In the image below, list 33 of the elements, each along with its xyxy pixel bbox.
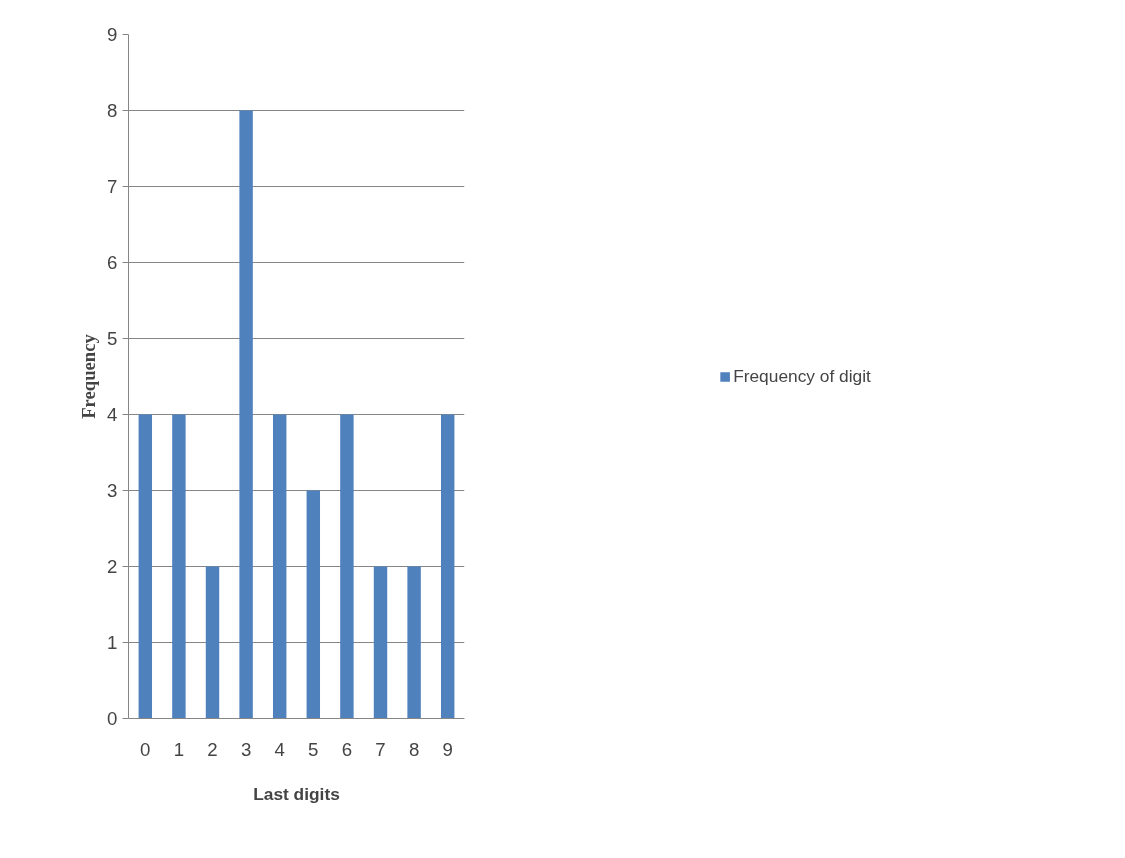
y-tick-label: 5: [107, 328, 118, 349]
x-tick-label: 6: [341, 738, 353, 760]
x-axis-title: Last digits: [253, 783, 340, 804]
x-tick-label: 5: [308, 738, 319, 760]
x-tick-label: 2: [207, 738, 218, 760]
x-tick-label: 8: [408, 738, 420, 760]
bar: [239, 110, 253, 719]
bar: [440, 414, 455, 719]
bar: [306, 490, 321, 719]
x-tick-label: 3: [240, 738, 252, 760]
x-tick-label: 9: [442, 738, 453, 760]
legend-label: Frequency of digit: [733, 365, 871, 387]
bar: [373, 566, 388, 719]
bar: [407, 566, 421, 719]
y-tick-label: 7: [107, 176, 118, 197]
y-tick-label: 9: [107, 24, 118, 45]
x-tick-label: 1: [173, 738, 185, 760]
x-tick-label: 7: [375, 738, 386, 760]
bar: [172, 414, 186, 719]
bar: [340, 414, 354, 719]
bar: [138, 414, 153, 719]
y-tick-label: 2: [107, 556, 118, 577]
y-tick-label: 6: [107, 252, 118, 273]
y-tick-label: 3: [107, 480, 118, 501]
y-tick-label: 1: [107, 632, 118, 653]
bar: [272, 414, 287, 719]
bar: [205, 566, 220, 719]
x-tick-label: 4: [274, 738, 285, 760]
y-tick-label: 4: [107, 404, 118, 425]
y-tick-label: 0: [107, 708, 118, 729]
y-axis-title: Frequency: [78, 333, 100, 419]
x-tick-label: 0: [140, 738, 151, 760]
y-tick-label: 8: [107, 100, 118, 121]
